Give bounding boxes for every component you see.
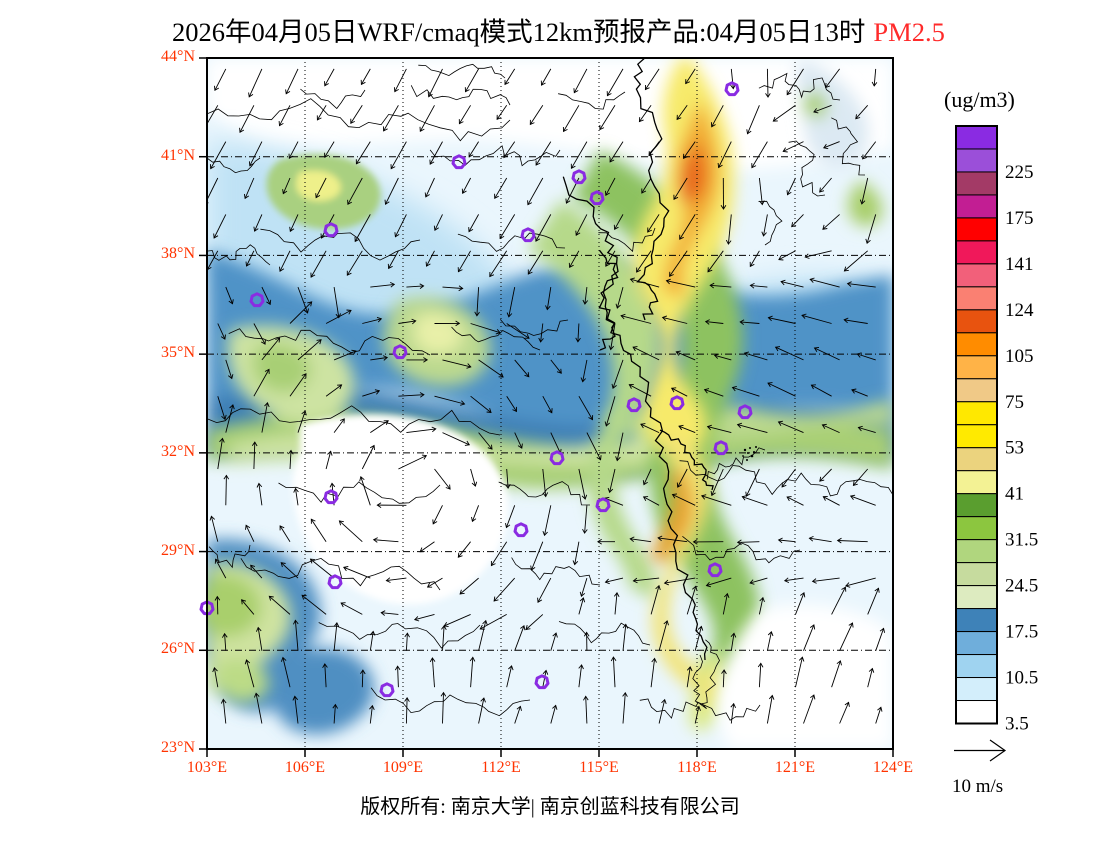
svg-text:10.5: 10.5 (1005, 668, 1038, 689)
svg-text:41: 41 (1005, 484, 1024, 505)
svg-text:124: 124 (1005, 300, 1034, 321)
svg-text:(ug/m3): (ug/m3) (944, 87, 1015, 112)
svg-text:75: 75 (1005, 392, 1024, 413)
svg-text:24.5: 24.5 (1005, 576, 1038, 597)
svg-text:105: 105 (1005, 346, 1034, 367)
svg-text:31.5: 31.5 (1005, 530, 1038, 551)
svg-text:3.5: 3.5 (1005, 714, 1029, 735)
svg-text:175: 175 (1005, 208, 1034, 229)
svg-text:53: 53 (1005, 438, 1024, 459)
svg-text:17.5: 17.5 (1005, 622, 1038, 643)
svg-text:141: 141 (1005, 254, 1034, 275)
svg-text:225: 225 (1005, 162, 1034, 183)
